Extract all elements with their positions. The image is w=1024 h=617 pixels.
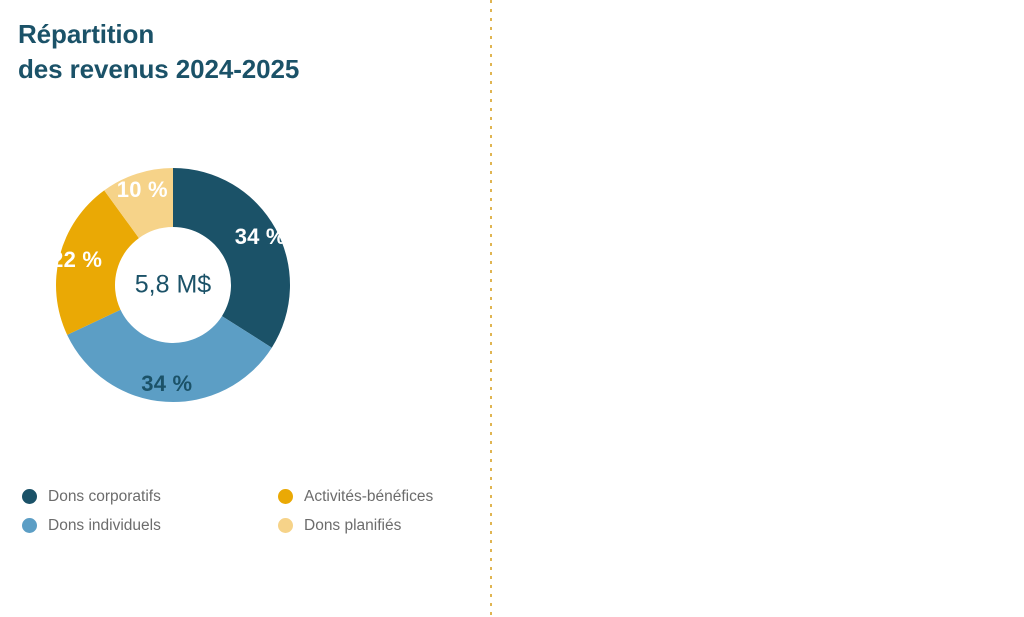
legend-swatch-icon (278, 489, 293, 504)
donut-slice (67, 309, 272, 402)
legend-item[interactable]: Activités-bénéfices (278, 487, 433, 507)
donut-slice (173, 168, 290, 348)
chart-panel-revenus: Répartition des revenus 2024-2025 5,8 M$… (0, 0, 491, 617)
legend-item[interactable]: Dons corporatifs (22, 487, 278, 507)
donut-slice (104, 168, 173, 239)
legend-item[interactable]: Dons individuels (22, 516, 278, 536)
legend-item[interactable]: Dons planifiés (278, 516, 433, 536)
legend-swatch-icon (22, 517, 37, 533)
legend-item-label: Dons corporatifs (48, 488, 161, 505)
legend-item-label: Activités-bénéfices (304, 488, 434, 505)
panel-divider (490, 0, 492, 617)
legend-revenus: Dons corporatifs Dons individuels Activit… (22, 487, 472, 545)
chart-panel-engagements: Répartition des nouveaux engagements 202… (492, 0, 1024, 617)
legend-swatch-icon (278, 517, 293, 533)
donut-slice (56, 190, 139, 335)
page-title-revenus: Répartition des revenus 2024-2025 (18, 19, 300, 84)
legend-column: Activités-bénéfices Dons planifiés (278, 487, 433, 545)
legend-item-label: Dons individuels (48, 516, 161, 534)
legend-swatch-icon (22, 489, 37, 504)
legend-item-label: Dons planifiés (304, 516, 402, 534)
donut-svg-revenus (56, 168, 290, 402)
donut-chart-revenus: 5,8 M$ 34 % 34 % 22 % 10 % (51, 168, 290, 402)
legend-column: Dons corporatifs Dons individuels (22, 487, 278, 545)
